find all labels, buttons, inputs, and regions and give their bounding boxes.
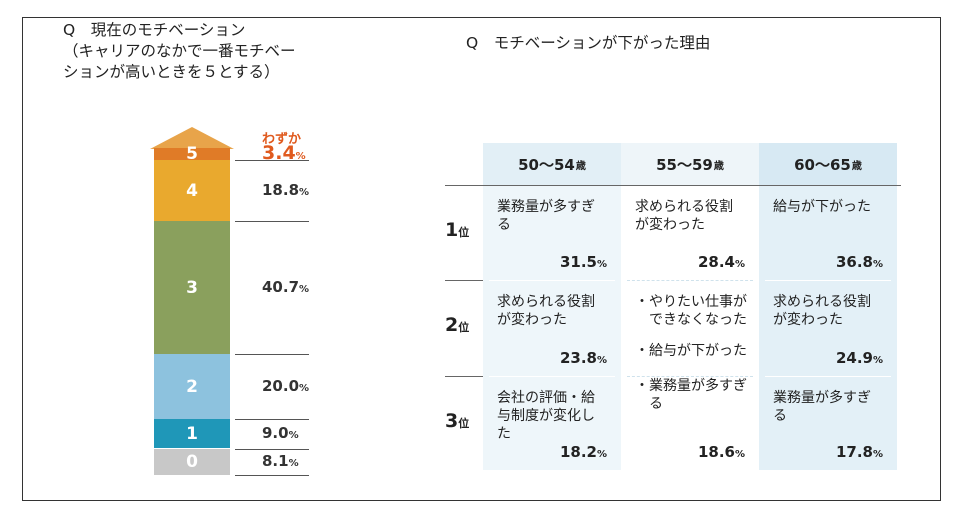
bar-segment-2: 2: [154, 353, 230, 420]
bar-divider: [235, 221, 309, 223]
arrow-head-icon: [150, 127, 234, 149]
cell-value: 18.2%: [559, 443, 607, 461]
column-header-suffix: 歳: [713, 160, 724, 172]
column-bg: [621, 143, 759, 470]
cell-value: 18.6%: [697, 443, 745, 461]
column-header-suffix: 歳: [575, 160, 586, 172]
bar-note-label: わずか: [262, 132, 302, 147]
bar-value-label: 20.0%: [262, 376, 310, 395]
cell-reason: ・給与が下がった: [635, 343, 747, 359]
cell-divider: [627, 280, 753, 281]
rank-label: 2位: [445, 314, 470, 336]
reasons-table: 50～54 歳 55～59 歳 60～65 歳 1位 2位 3位 業務量が多すぎる 31.5%…: [445, 143, 901, 470]
cell-reason: 業務量が多すぎる: [497, 199, 595, 233]
column-bg: [483, 143, 621, 470]
rank-label: 1位: [445, 219, 470, 241]
cell-divider: [765, 376, 891, 377]
column-header-label: 55～59: [656, 155, 713, 174]
column-header-suffix: 歳: [851, 160, 862, 172]
cell-reason: 求められる役割 が変わった: [635, 199, 733, 233]
bar-segment-3: 3: [154, 221, 230, 354]
bar-value-label: 3.4% わずか: [262, 132, 306, 164]
bar-segment-1: 1: [154, 419, 230, 449]
bar-value-label: 8.1%: [262, 451, 299, 470]
title-line: ションが高いときを５とする）: [63, 63, 280, 81]
bar-segment-0: 0: [154, 448, 230, 475]
title-line: （キャリアのなかで一番モチベー: [63, 42, 296, 60]
cell-reason: ・業務量が多すぎ る: [635, 378, 747, 412]
cell-value: 24.9%: [835, 349, 883, 367]
bar-divider: [235, 419, 309, 421]
column-header-label: 50～54: [518, 155, 575, 174]
bar-value-label: 18.8%: [262, 180, 310, 199]
bar-divider: [235, 353, 309, 355]
cell-value: 17.8%: [835, 443, 883, 461]
cell-divider: [489, 280, 615, 281]
cell-reason: ・やりたい仕事が できなくなった: [635, 294, 747, 328]
bar-divider: [235, 448, 309, 450]
reasons-table-title: Q モチベーションが下がった理由: [466, 34, 711, 52]
motivation-chart-title: Q 現在のモチベーション （キャリアのなかで一番モチベー ションが高いときを５と…: [63, 20, 296, 83]
column-header: 60～65 歳: [759, 143, 897, 185]
bar-value-label: 40.7%: [262, 277, 310, 296]
cell-reason: 求められる役割 が変わった: [497, 294, 595, 328]
bar-segment-5: 5: [154, 144, 230, 164]
cell-reason: 業務量が多すぎる: [773, 390, 871, 424]
cell-divider: [627, 376, 753, 377]
cell-value: 36.8%: [835, 253, 883, 271]
figure-frame: [22, 17, 941, 501]
row-divider: [445, 185, 901, 186]
column-header: 55～59 歳: [621, 143, 759, 185]
cell-divider: [489, 376, 615, 377]
column-header-label: 60～65: [794, 155, 851, 174]
title-line: Q 現在のモチベーション: [63, 21, 246, 39]
row-divider: [445, 376, 483, 377]
bar-segment-4: 4: [154, 160, 230, 222]
cell-reason: 会社の評価・給 与制度が変化した: [497, 390, 595, 442]
cell-value: 23.8%: [559, 349, 607, 367]
column-header: 50～54 歳: [483, 143, 621, 185]
bar-divider: [235, 160, 309, 161]
rank-label: 3位: [445, 410, 470, 432]
cell-value: 28.4%: [697, 253, 745, 271]
row-divider: [445, 280, 483, 281]
column-bg: [759, 143, 897, 470]
cell-reason: 求められる役割 が変わった: [773, 294, 871, 328]
cell-value: 31.5%: [559, 253, 607, 271]
bar-value-label: 9.0%: [262, 423, 299, 442]
motivation-stacked-bar: 5 3.4% わずか 4 18.8% 3 40.7% 2 20.0% 1 9.0% 0 8.1%: [150, 127, 320, 477]
bar-divider: [235, 474, 309, 476]
cell-divider: [765, 280, 891, 281]
cell-reason: 給与が下がった: [773, 199, 871, 215]
